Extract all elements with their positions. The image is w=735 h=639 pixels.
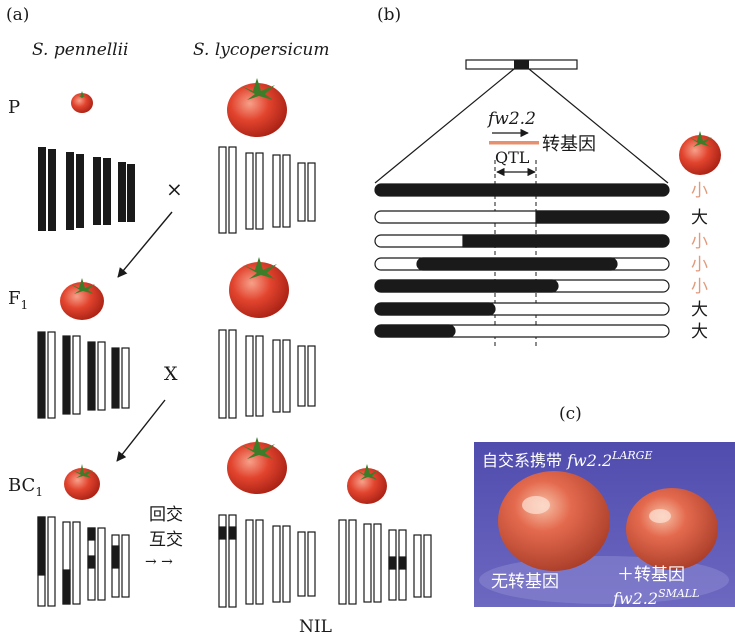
chromosomes-f1-right: [218, 329, 316, 419]
transgene-label: 转基因: [542, 134, 596, 155]
generation-f1-subscript: 1: [21, 298, 29, 312]
photo-right-superscript: SMALL: [658, 587, 699, 600]
photo-right-gene-label: fw2.2SMALL: [612, 587, 699, 608]
tomato-panel-b: [679, 131, 721, 175]
photo-right-gene: fw2.2: [612, 589, 658, 608]
tomato-bc1-left: [64, 464, 100, 500]
photo-tomato-large: [498, 471, 610, 571]
photo-right-label: ＋转基因: [617, 565, 685, 585]
backcross-label-line2: 互交: [149, 530, 183, 550]
cross-symbol-2: X: [164, 363, 178, 385]
cross-arrow-1: [117, 211, 173, 278]
tomato-p-small: [71, 91, 93, 113]
photo-tomato-small: [626, 488, 718, 570]
generation-bc1-label: BC1: [8, 475, 43, 499]
zoom-line-right: [528, 68, 669, 184]
phenotype-label: 小: [691, 181, 708, 201]
chromosomes-nil-small: [338, 519, 432, 605]
panel-a-label: (a): [6, 5, 29, 25]
cross-arrow-2: [116, 399, 166, 462]
species-right-label: S. lycopersicum: [193, 40, 329, 60]
generation-bc1-base: BC: [8, 475, 35, 496]
transgene-bar: [489, 141, 539, 145]
photo-title: 自交系携带 fw2.2LARGE: [482, 449, 653, 470]
recombinant-lines: [374, 183, 670, 338]
chromosomes-bc1-left: [37, 516, 130, 607]
cross-symbol-1: ×: [166, 177, 183, 201]
photo-left-label: 无转基因: [491, 572, 559, 592]
tomato-p-large: [227, 78, 287, 137]
generation-f1-base: F: [8, 288, 21, 309]
phenotype-label: 大: [691, 300, 708, 320]
phenotype-label: 小: [691, 255, 708, 275]
chromosomes-p-left: [38, 147, 135, 231]
photo-title-prefix: 自交系携带: [482, 451, 567, 470]
chromosomes-f1-left: [37, 331, 130, 419]
recombinant-line: [374, 257, 670, 271]
photo-panel: 自交系携带 fw2.2LARGE 无转基因 ＋转基因 fw2.2SMALL: [474, 442, 735, 608]
phenotype-label: 小: [691, 277, 708, 297]
chromosomes-p-right: [218, 146, 316, 234]
recombinant-line: [374, 324, 670, 338]
phenotype-labels: 小 大 小 小 小 大 大: [691, 181, 708, 342]
chromosome-overview: [465, 59, 578, 70]
backcross-label-line1: 回交: [149, 505, 183, 525]
tomato-nil-small: [347, 464, 387, 504]
tomato-f1-right: [229, 257, 289, 318]
recombinant-line: [374, 183, 670, 197]
recombinant-line: [374, 234, 670, 248]
chromosomes-nil-large: [218, 514, 316, 608]
phenotype-label: 大: [691, 208, 708, 228]
gene-label: fw2.2: [486, 109, 536, 129]
panel-c-label: (c): [559, 404, 582, 424]
backcross-arrows: → →: [145, 554, 173, 570]
generation-p-label: P: [8, 97, 20, 118]
phenotype-label: 大: [691, 322, 708, 342]
panel-b-label: (b): [377, 5, 401, 25]
tomato-nil-large: [227, 437, 287, 494]
tomato-f1-left: [60, 278, 104, 320]
recombinant-line: [374, 302, 670, 316]
photo-title-superscript: LARGE: [611, 449, 652, 462]
species-left-label: S. pennellii: [32, 40, 129, 60]
recombinant-line: [374, 279, 670, 293]
generation-f1-label: F1: [8, 288, 28, 312]
photo-title-gene: fw2.2: [566, 451, 612, 470]
generation-bc1-subscript: 1: [35, 485, 43, 499]
qtl-label: QTL: [495, 148, 530, 167]
nil-label: NIL: [299, 617, 332, 637]
phenotype-label: 小: [691, 232, 708, 252]
recombinant-line: [374, 210, 670, 224]
zoom-line-left: [374, 68, 515, 184]
